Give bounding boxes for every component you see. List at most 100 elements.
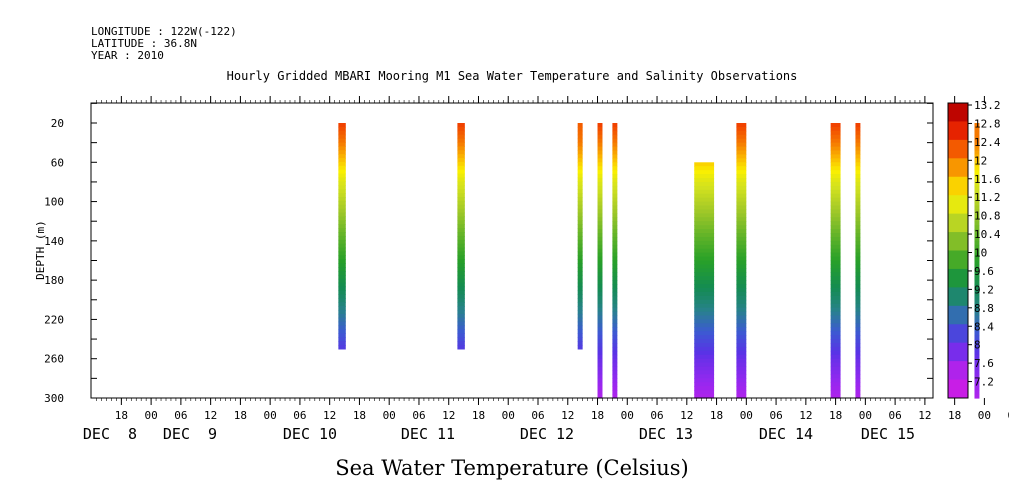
column-cell: [577, 235, 583, 241]
column-cell: [338, 274, 346, 280]
column-cell: [457, 138, 465, 144]
column-cell: [974, 134, 980, 140]
column-cell: [612, 366, 618, 372]
column-cell: [338, 189, 346, 194]
column-cell: [855, 185, 861, 191]
column-cell: [855, 311, 861, 317]
column-cell: [612, 134, 618, 140]
plot-frame: [90, 102, 934, 399]
column-cell: [338, 243, 346, 249]
column-cell: [694, 162, 715, 167]
column-cell: [612, 229, 618, 234]
column-cell: [577, 255, 583, 260]
colorbar-swatch: [948, 103, 968, 122]
column-cell: [694, 288, 715, 293]
column-cell: [597, 197, 603, 203]
column-cell: [974, 327, 980, 332]
column-cell: [457, 302, 465, 307]
column-cell: [577, 130, 583, 136]
column-cell: [974, 350, 980, 356]
column-cell: [855, 339, 861, 344]
column-cell: [736, 197, 747, 203]
y-tick-label: 260: [44, 353, 64, 366]
column-cell: [457, 224, 465, 229]
column-cell: [694, 244, 715, 250]
x-hour-label: 12: [561, 409, 574, 422]
column-cell: [830, 346, 841, 352]
column-cell: [736, 154, 747, 159]
x-day-label: DEC 14: [759, 425, 813, 443]
column-cell: [855, 138, 861, 144]
column-cell: [338, 185, 346, 190]
data-column: [855, 123, 861, 399]
column-cell: [457, 251, 465, 257]
column-cell: [736, 233, 747, 238]
y-ticks: 20 60 100 140 180 220 260 300: [44, 102, 933, 405]
column-cell: [597, 358, 603, 364]
column-cell: [855, 233, 861, 238]
column-cell: [457, 259, 465, 264]
column-cell: [694, 394, 715, 399]
column-cell: [597, 307, 603, 313]
column-cell: [974, 315, 980, 321]
data-column: [736, 123, 747, 399]
x-hour-label: 00: [978, 409, 991, 422]
column-cell: [457, 150, 465, 155]
column-cell: [577, 290, 583, 295]
column-cell: [830, 197, 841, 203]
column-cell: [577, 298, 583, 303]
column-cell: [830, 315, 841, 321]
column-cell: [457, 158, 465, 163]
column-cell: [577, 200, 583, 206]
column-cell: [736, 221, 747, 226]
column-cell: [612, 209, 618, 214]
column-cell: [830, 354, 841, 360]
column-cell: [597, 205, 603, 211]
column-cell: [736, 201, 747, 207]
column-cell: [457, 232, 465, 237]
column-cell: [338, 302, 346, 307]
data-column: [612, 123, 618, 399]
column-cell: [736, 189, 747, 195]
column-cell: [736, 315, 747, 321]
column-cell: [597, 126, 603, 132]
column-cell: [855, 205, 861, 211]
column-cell: [855, 166, 861, 171]
x-hour-label: 12: [918, 409, 931, 422]
column-cell: [612, 233, 618, 238]
column-cell: [830, 256, 841, 262]
colorbar-swatch: [948, 324, 968, 344]
column-cell: [736, 358, 747, 364]
x-day-label: DEC 15: [861, 425, 915, 443]
column-cell: [974, 256, 980, 262]
x-day-label: DEC 13: [639, 425, 693, 443]
x-hour-label: 06: [531, 409, 544, 422]
column-cell: [612, 256, 618, 262]
column-cell: [974, 343, 980, 348]
column-cell: [457, 294, 465, 299]
column-cell: [694, 229, 715, 234]
column-cell: [577, 220, 583, 225]
column-cell: [577, 161, 583, 167]
column-cell: [597, 229, 603, 234]
column-cell: [974, 299, 980, 305]
y-tick-label: 100: [44, 196, 64, 209]
column-cell: [736, 272, 747, 277]
y-axis-title: DEPTH (m): [34, 220, 47, 280]
column-cell: [974, 331, 980, 336]
column-cell: [736, 213, 747, 218]
column-cell: [830, 209, 841, 214]
column-cell: [457, 329, 465, 334]
column-cell: [457, 204, 465, 210]
column-cell: [974, 280, 980, 285]
column-cell: [597, 158, 603, 163]
column-cell: [338, 255, 346, 260]
column-cell: [338, 142, 346, 147]
data-column: [338, 123, 346, 350]
column-cell: [597, 280, 603, 285]
column-cell: [830, 229, 841, 234]
x-hour-label: 18: [353, 409, 366, 422]
column-cell: [577, 138, 583, 144]
column-cell: [457, 216, 465, 221]
column-cell: [612, 280, 618, 285]
